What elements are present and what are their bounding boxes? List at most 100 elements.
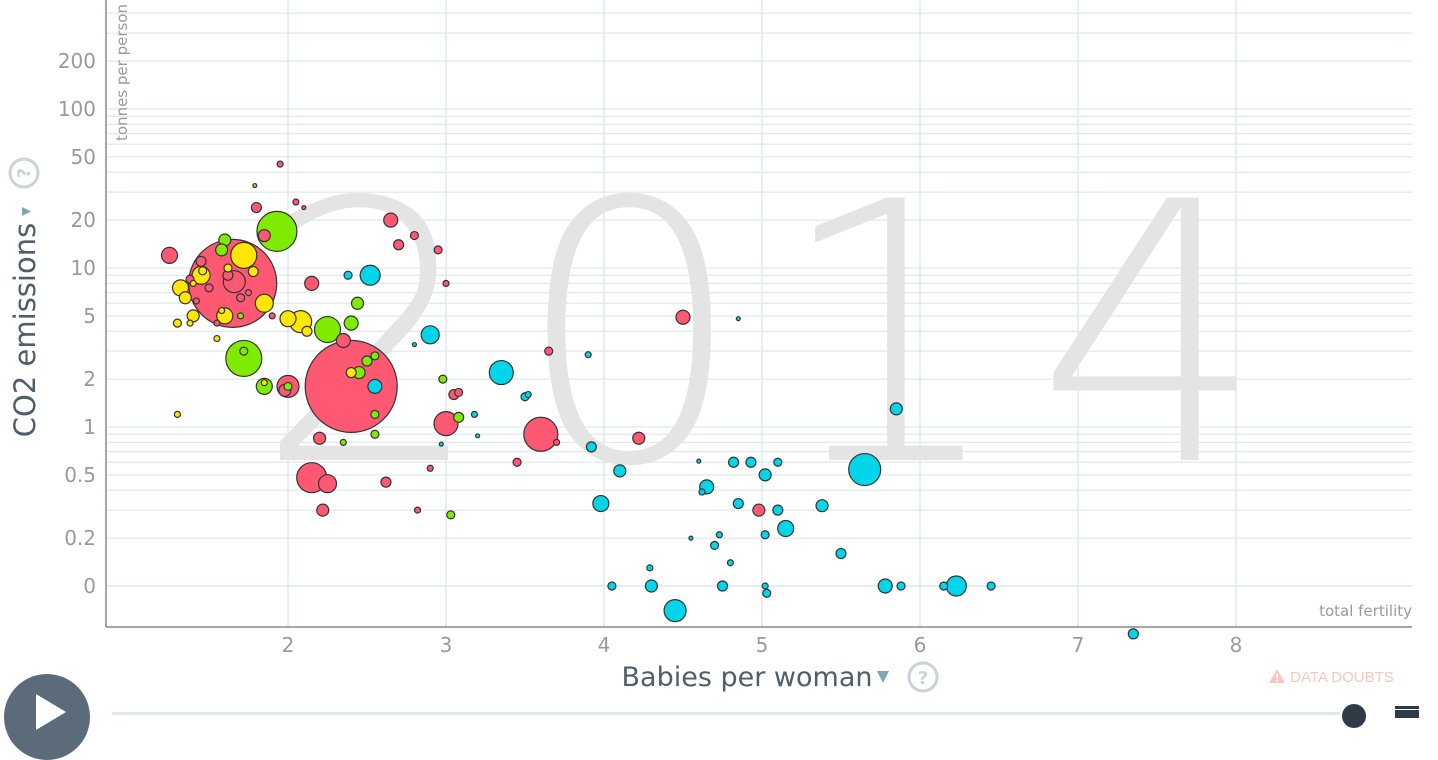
bubble-americas[interactable] — [446, 510, 456, 520]
bubble-africa[interactable] — [848, 452, 882, 487]
bubble-africa[interactable] — [945, 575, 967, 597]
bubble-africa[interactable] — [772, 504, 784, 516]
bubble-europe[interactable] — [223, 263, 233, 273]
bubble-africa[interactable] — [760, 530, 770, 540]
bubble-africa[interactable] — [709, 540, 720, 551]
bubble-africa[interactable] — [592, 494, 610, 513]
bubble-africa[interactable] — [986, 581, 996, 591]
bubble-asia[interactable] — [752, 503, 766, 517]
bubble-asia[interactable] — [276, 160, 284, 168]
bubble-asia[interactable] — [213, 319, 221, 327]
x-axis-selector[interactable]: Babies per woman ? — [622, 661, 939, 693]
bubble-asia[interactable] — [393, 239, 405, 251]
bubble-asia[interactable] — [292, 198, 300, 206]
bubble-asia[interactable] — [244, 289, 253, 297]
bubble-americas[interactable] — [438, 374, 448, 384]
timeline-handle[interactable] — [1342, 704, 1366, 728]
bubble-asia[interactable] — [413, 506, 422, 514]
bubble-asia[interactable] — [380, 476, 392, 488]
bubble-africa[interactable] — [727, 456, 740, 468]
bubble-asia[interactable] — [313, 431, 327, 445]
bubble-africa[interactable] — [761, 582, 769, 590]
bubble-europe[interactable] — [198, 266, 208, 276]
bubble-asia[interactable] — [317, 474, 338, 494]
bubble-europe[interactable] — [186, 319, 194, 327]
bubble-africa[interactable] — [889, 402, 903, 416]
bubble-africa[interactable] — [715, 531, 723, 539]
bubble-africa[interactable] — [663, 599, 687, 623]
bubble-africa[interactable] — [343, 270, 353, 280]
play-button[interactable] — [4, 674, 90, 760]
bubble-africa[interactable] — [420, 325, 440, 345]
bubble-americas[interactable] — [370, 351, 380, 361]
bubble-africa[interactable] — [524, 390, 532, 399]
bubble-americas[interactable] — [361, 355, 373, 367]
bubble-asia[interactable] — [544, 346, 554, 356]
bubble-europe[interactable] — [213, 334, 221, 343]
bubble-africa[interactable] — [470, 410, 479, 419]
bubble-africa[interactable] — [716, 580, 729, 592]
bubble-africa[interactable] — [896, 581, 906, 591]
bubble-africa[interactable] — [726, 559, 735, 567]
bubble-europe[interactable] — [260, 379, 268, 387]
bubble-africa[interactable] — [411, 341, 417, 348]
bubble-africa[interactable] — [939, 581, 949, 591]
bubble-asia[interactable] — [442, 279, 450, 288]
bubble-americas[interactable] — [350, 296, 365, 310]
bubble-americas[interactable] — [343, 315, 359, 331]
bubble-asia[interactable] — [523, 416, 559, 452]
bubble-asia[interactable] — [192, 297, 200, 305]
bubble-africa[interactable] — [613, 464, 627, 478]
bubble-americas[interactable] — [283, 381, 293, 392]
bubble-asia[interactable] — [304, 339, 398, 434]
bubble-africa[interactable] — [877, 578, 893, 594]
bubble-africa[interactable] — [835, 547, 847, 560]
bubble-africa[interactable] — [732, 497, 744, 510]
data-doubts-link[interactable]: DATA DOUBTS — [1268, 668, 1394, 686]
bubble-asia[interactable] — [195, 255, 207, 268]
bubble-africa[interactable] — [745, 456, 757, 468]
bubble-asia[interactable] — [250, 201, 262, 214]
bubble-africa[interactable] — [696, 458, 702, 464]
bubble-europe[interactable] — [218, 306, 226, 315]
bubble-europe[interactable] — [345, 366, 357, 379]
bubble-americas[interactable] — [370, 429, 380, 439]
bubble-americas[interactable] — [252, 182, 258, 189]
y-axis-title[interactable]: CO2 emissions — [8, 223, 42, 437]
bubble-asia[interactable] — [160, 246, 179, 265]
bubble-asia[interactable] — [257, 228, 271, 243]
bubble-africa[interactable] — [688, 535, 694, 541]
bubble-europe[interactable] — [189, 279, 197, 288]
bubble-africa[interactable] — [607, 581, 617, 591]
bubble-americas[interactable] — [239, 346, 249, 356]
bubble-africa[interactable] — [773, 457, 783, 467]
bubble-americas[interactable] — [453, 411, 465, 423]
bubble-americas[interactable] — [225, 339, 263, 378]
bubble-europe[interactable] — [247, 265, 259, 278]
bubble-africa[interactable] — [475, 433, 481, 439]
bubble-asia[interactable] — [632, 431, 646, 445]
data-doubts-label[interactable]: DATA DOUBTS — [1290, 669, 1394, 686]
bubble-asia[interactable] — [304, 275, 320, 292]
bubble-asia[interactable] — [409, 230, 419, 241]
question-circle-icon[interactable]: ? — [8, 157, 40, 189]
bubble-europe[interactable] — [172, 318, 182, 328]
bubble-asia[interactable] — [512, 457, 522, 467]
bubble-africa[interactable] — [762, 588, 772, 598]
y-axis-selector[interactable]: CO2 emissions ? — [8, 157, 42, 437]
bubble-africa[interactable] — [584, 351, 592, 359]
bubble-americas[interactable] — [313, 315, 342, 344]
bubble-asia[interactable] — [675, 309, 691, 325]
bubble-europe[interactable] — [279, 310, 297, 328]
bubble-africa[interactable] — [488, 359, 514, 386]
bubble-asia[interactable] — [316, 503, 330, 517]
bubble-africa[interactable] — [367, 378, 383, 395]
bubble-asia[interactable] — [383, 212, 399, 228]
bubble-africa[interactable] — [698, 488, 706, 496]
bubble-europe[interactable] — [230, 241, 258, 270]
bubble-europe[interactable] — [301, 325, 313, 337]
bubble-asia[interactable] — [433, 411, 459, 437]
bubble-europe[interactable] — [254, 293, 274, 313]
bubble-asia[interactable] — [454, 387, 464, 398]
bubble-americas[interactable] — [237, 312, 245, 320]
